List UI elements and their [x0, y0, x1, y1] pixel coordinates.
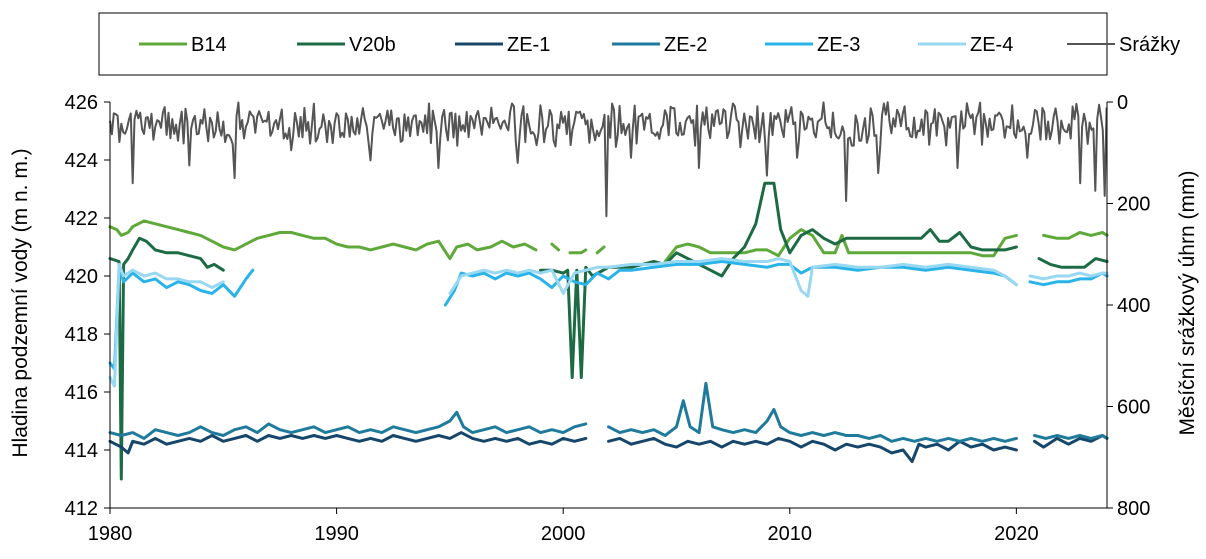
- legend: B14 V20b ZE-1 ZE-2 ZE-3 ZE-4 Srážky: [98, 12, 1180, 76]
- y2-tick-label: 400: [1117, 295, 1150, 317]
- y2-tick-label: 200: [1117, 194, 1150, 216]
- series-line-segment: [108, 236, 225, 481]
- series-line-segment: [607, 381, 1018, 443]
- series-line-segment: [595, 245, 606, 255]
- x-tick-label: 2000: [541, 523, 586, 545]
- series-line-segment: [443, 260, 1018, 307]
- series-line-segment: [539, 181, 1018, 379]
- series-line: [109, 101, 1108, 218]
- legend-label: Srážky: [1119, 34, 1180, 56]
- legend-label: ZE-2: [664, 34, 707, 56]
- legend-label: ZE-4: [970, 34, 1013, 56]
- y-tick-label: 418: [65, 324, 98, 346]
- x-tick-label: 2020: [994, 523, 1039, 545]
- series-line-segment: [1037, 257, 1109, 269]
- plot-area: [108, 101, 1109, 481]
- x-tick-label: 1990: [314, 523, 359, 545]
- y2-tick-label: 0: [1117, 92, 1128, 114]
- y2-tick-label: 800: [1117, 498, 1150, 520]
- series-line-segment: [448, 257, 1018, 298]
- series-b14: [108, 219, 1109, 263]
- series-line-segment: [108, 265, 255, 371]
- series-line-segment: [550, 242, 561, 252]
- y-tick-label: 414: [65, 440, 98, 462]
- legend-label: ZE-3: [817, 34, 860, 56]
- y-tick-label: 424: [65, 150, 98, 172]
- legend-label: ZE-1: [507, 34, 550, 56]
- series-line-segment: [108, 219, 538, 261]
- legend-item: ZE-2: [612, 34, 707, 56]
- series-line-segment: [1042, 231, 1109, 240]
- series-ze-1: [108, 431, 1109, 464]
- series-line-segment: [607, 436, 1018, 464]
- series-line-segment: [1033, 434, 1109, 440]
- series-sr-ky: [109, 101, 1108, 218]
- series-v20b: [108, 181, 1109, 481]
- y2-axis-title: Měsíční srážkový úhrn (mm): [1176, 171, 1199, 436]
- legend-item: V20b: [297, 34, 396, 56]
- series-line-segment: [108, 262, 225, 388]
- series-ze-4: [108, 257, 1109, 388]
- y-tick-label: 416: [65, 382, 98, 404]
- legend-label: B14: [191, 34, 227, 56]
- series-line-segment: [663, 228, 1018, 263]
- axes: 412 414 416 418 420 422 424 426 0 200 400 600 800 198…: [65, 92, 1151, 545]
- y-axis-title: Hladina podzemní vody (m n. m.): [9, 148, 32, 457]
- legend-item: B14: [139, 34, 227, 56]
- legend-item: ZE-1: [455, 34, 550, 56]
- series-ze-2: [108, 381, 1109, 443]
- y-tick-label: 426: [65, 92, 98, 114]
- y2-tick-label: 600: [1117, 397, 1150, 419]
- x-tick-label: 1980: [88, 523, 133, 545]
- series-line-segment: [108, 410, 588, 440]
- legend-label: V20b: [349, 34, 396, 56]
- y-tick-label: 412: [65, 498, 98, 520]
- legend-item: ZE-4: [918, 34, 1013, 56]
- legend-item: Srážky: [1067, 34, 1180, 56]
- series-line-segment: [1028, 271, 1109, 281]
- series-line-segment: [568, 248, 588, 255]
- series-ze-3: [108, 260, 1109, 371]
- y-tick-label: 422: [65, 208, 98, 230]
- x-tick-label: 2010: [768, 523, 813, 545]
- series-line-segment: [108, 431, 588, 455]
- y-tick-label: 420: [65, 266, 98, 288]
- legend-item: ZE-3: [765, 34, 860, 56]
